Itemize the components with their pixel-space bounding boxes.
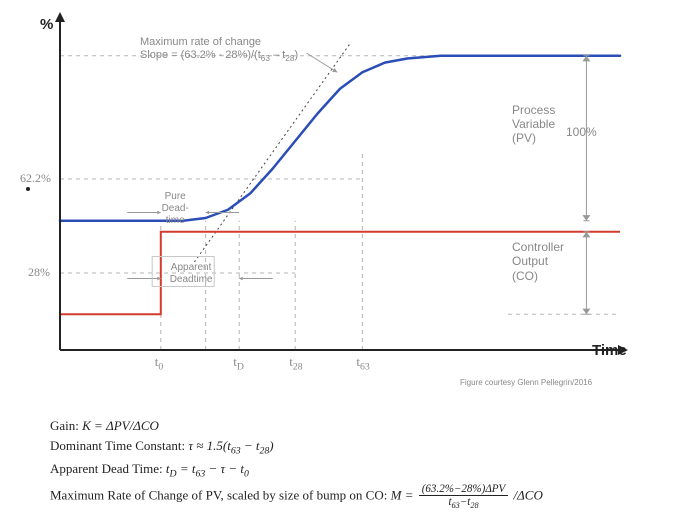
- formula-tau: Dominant Time Constant: τ ≈ 1.5(t63 − t2…: [50, 438, 543, 457]
- pv-100pct: 100%: [566, 125, 597, 139]
- formula-maxrate: Maximum Rate of Change of PV, scaled by …: [50, 483, 543, 510]
- apparent-deadtime-label: Apparent Deadtime: [164, 262, 219, 286]
- pure-deadtime-label: Pure Dead- time: [155, 191, 195, 227]
- slope-annotation: Maximum rate of change Slope = (63.2% - …: [140, 36, 298, 64]
- figure-credit: Figure courtesy Glenn Pellegrin/2016: [460, 378, 592, 387]
- formula-gain: Gain: K = ΔPV/ΔCO: [50, 418, 543, 434]
- co-label: Controller Output (CO): [512, 240, 564, 283]
- pv-label: Process Variable (PV): [512, 103, 555, 146]
- chart-svg: [0, 0, 700, 400]
- process-response-diagram: % Time 62.2% 28% t0 tD t28 t63 Maximum r…: [0, 0, 700, 514]
- formula-dead: Apparent Dead Time: tD = t63 − τ − t0: [50, 461, 543, 480]
- formula-block: Gain: K = ΔPV/ΔCO Dominant Time Constant…: [50, 418, 543, 510]
